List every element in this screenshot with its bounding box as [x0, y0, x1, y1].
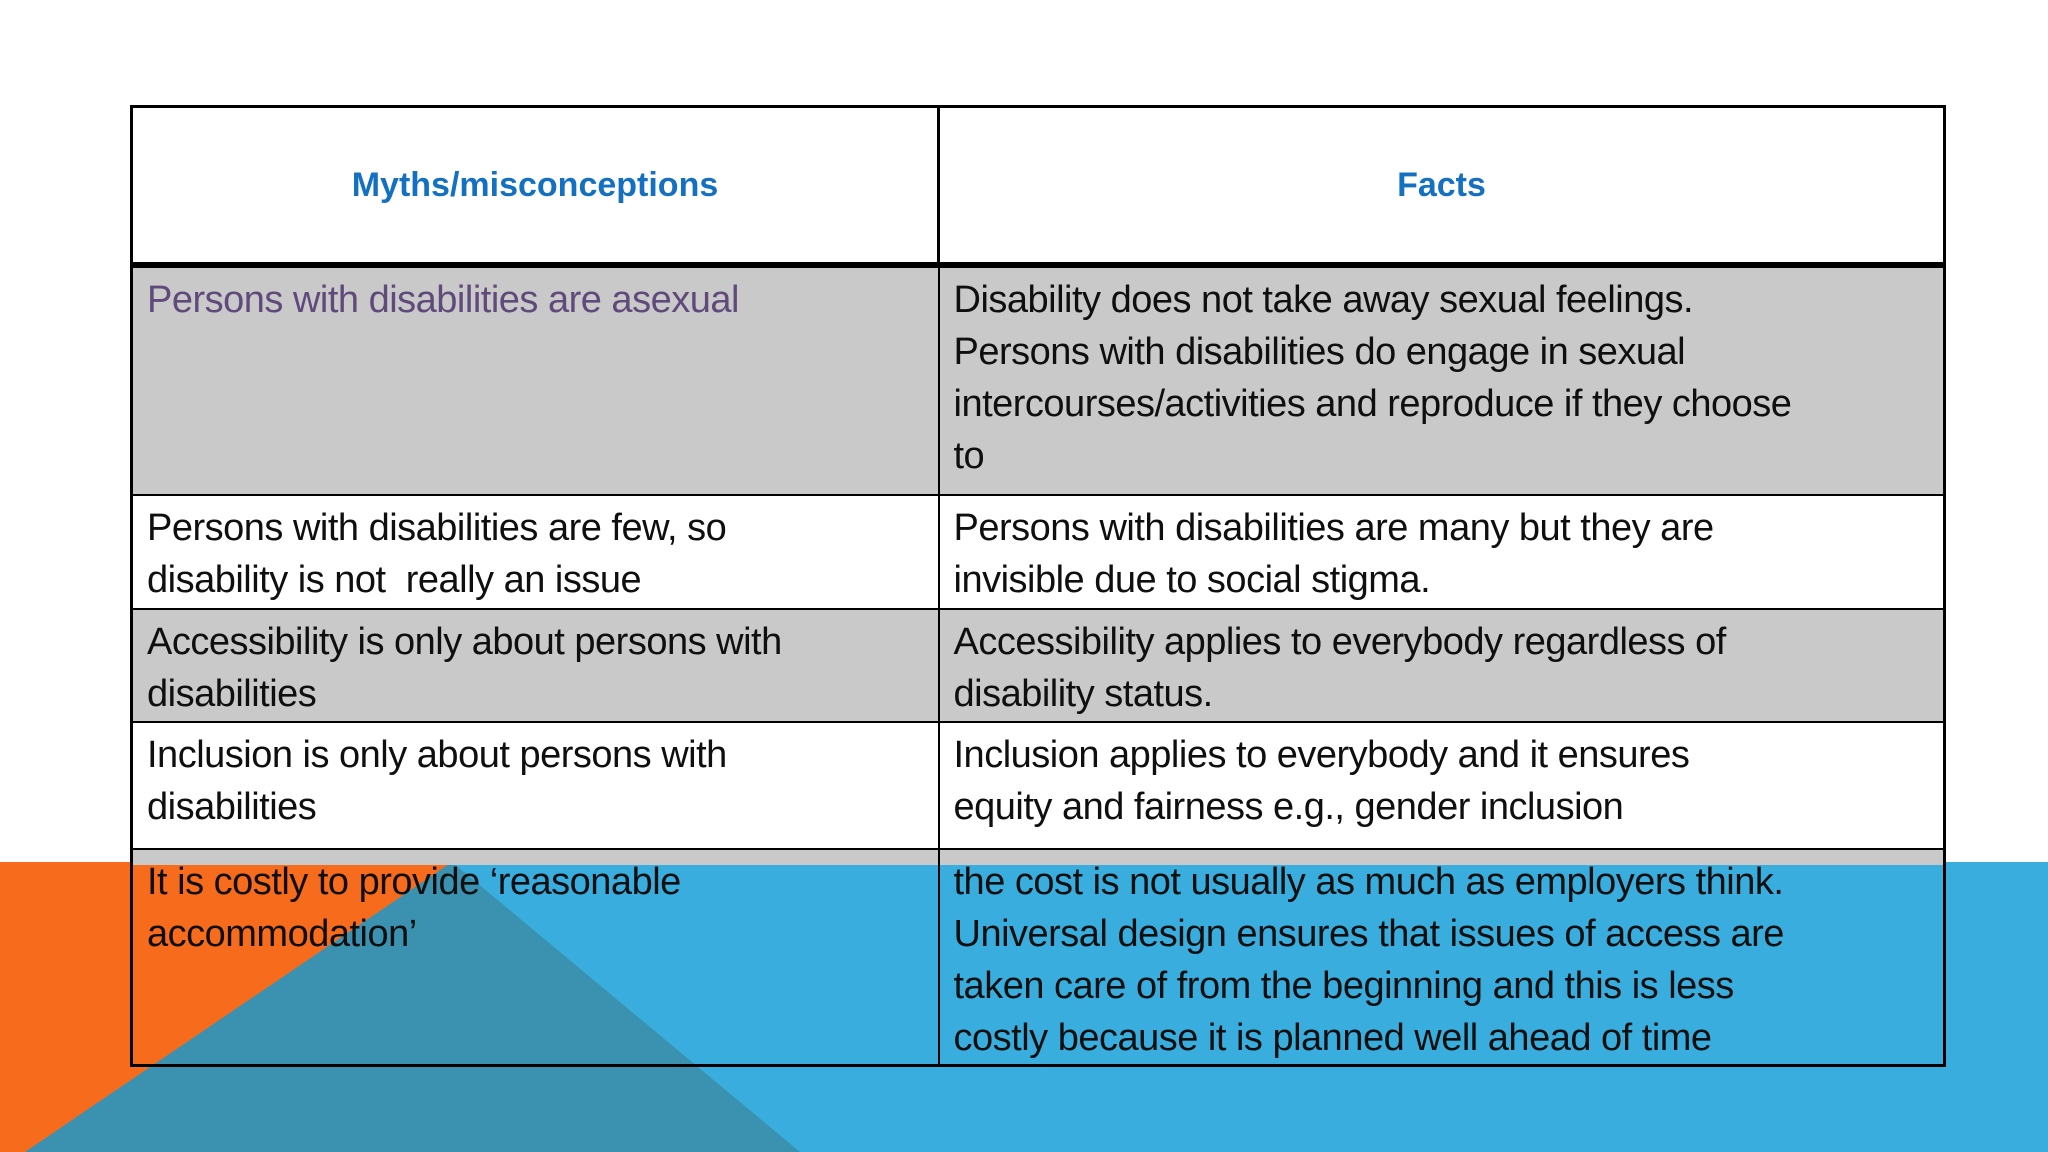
fact-text: Accessibility applies to everybody regar… — [953, 620, 1727, 715]
myth-text: Persons with disabilities are asexual — [147, 278, 739, 321]
myths-facts-table: Myths/misconceptions Facts Persons with … — [130, 105, 1946, 1067]
myth-text: Accessibility is only about persons with… — [147, 620, 782, 715]
myth-cell: It is costly to provide ‘reasonable acco… — [130, 847, 940, 1067]
myth-text: It is costly to provide ‘reasonable acco… — [147, 860, 681, 955]
fact-cell: Inclusion applies to everybody and it en… — [937, 720, 1946, 850]
fact-cell: Accessibility applies to everybody regar… — [937, 607, 1946, 723]
table-row: Inclusion is only about persons with dis… — [130, 720, 1946, 850]
fact-text: Disability does not take away sexual fee… — [953, 278, 1792, 477]
fact-cell: Persons with disabilities are many but t… — [937, 493, 1946, 610]
table-row: Persons with disabilities are asexual Di… — [130, 263, 1946, 496]
facts-header-label: Facts — [1397, 165, 1486, 204]
myth-text: Persons with disabilities are few, so di… — [147, 506, 727, 601]
table-row: Persons with disabilities are few, so di… — [130, 493, 1946, 610]
table-row: It is costly to provide ‘reasonable acco… — [130, 847, 1946, 1067]
myth-cell: Accessibility is only about persons with… — [130, 607, 940, 723]
fact-text: Inclusion applies to everybody and it en… — [953, 733, 1690, 828]
fact-cell: Disability does not take away sexual fee… — [937, 263, 1946, 496]
header-row: Myths/misconceptions Facts — [130, 105, 1946, 268]
myths-header-label: Myths/misconceptions — [351, 165, 719, 204]
table-row: Accessibility is only about persons with… — [130, 607, 1946, 723]
myths-column-header: Myths/misconceptions — [130, 105, 940, 268]
myth-text: Inclusion is only about persons with dis… — [147, 733, 727, 828]
facts-column-header: Facts — [937, 105, 1946, 268]
myth-cell: Persons with disabilities are asexual — [130, 263, 940, 496]
myth-cell: Persons with disabilities are few, so di… — [130, 493, 940, 610]
fact-text: the cost is not usually as much as emplo… — [953, 860, 1785, 1059]
fact-text: Persons with disabilities are many but t… — [953, 506, 1715, 601]
myth-cell: Inclusion is only about persons with dis… — [130, 720, 940, 850]
fact-cell: the cost is not usually as much as emplo… — [937, 847, 1946, 1067]
